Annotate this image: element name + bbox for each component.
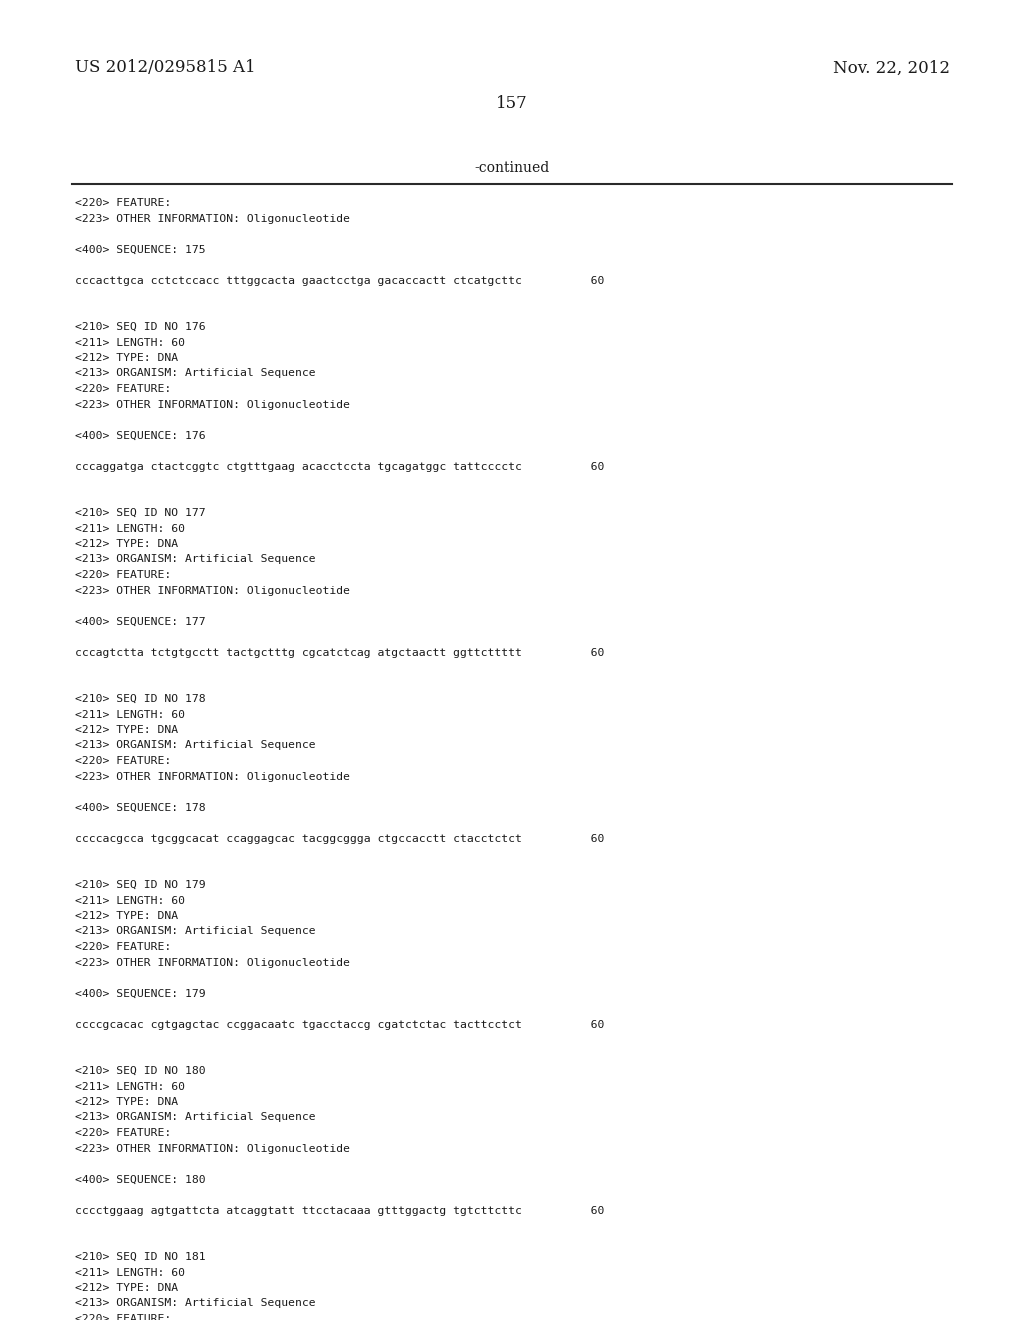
Text: <210> SEQ ID NO 180: <210> SEQ ID NO 180 xyxy=(75,1067,206,1076)
Text: ccccgcacac cgtgagctac ccggacaatc tgacctaccg cgatctctac tacttcctct          60: ccccgcacac cgtgagctac ccggacaatc tgaccta… xyxy=(75,1019,604,1030)
Text: <223> OTHER INFORMATION: Oligonucleotide: <223> OTHER INFORMATION: Oligonucleotide xyxy=(75,771,350,781)
Text: <213> ORGANISM: Artificial Sequence: <213> ORGANISM: Artificial Sequence xyxy=(75,368,315,379)
Text: <213> ORGANISM: Artificial Sequence: <213> ORGANISM: Artificial Sequence xyxy=(75,554,315,565)
Text: cccagtctta tctgtgcctt tactgctttg cgcatctcag atgctaactt ggttcttttt          60: cccagtctta tctgtgcctt tactgctttg cgcatct… xyxy=(75,648,604,657)
Text: cccacttgca cctctccacc tttggcacta gaactcctga gacaccactt ctcatgcttc          60: cccacttgca cctctccacc tttggcacta gaactcc… xyxy=(75,276,604,285)
Text: <213> ORGANISM: Artificial Sequence: <213> ORGANISM: Artificial Sequence xyxy=(75,927,315,936)
Text: <211> LENGTH: 60: <211> LENGTH: 60 xyxy=(75,895,185,906)
Text: <400> SEQUENCE: 178: <400> SEQUENCE: 178 xyxy=(75,803,206,813)
Text: <211> LENGTH: 60: <211> LENGTH: 60 xyxy=(75,1267,185,1278)
Text: <400> SEQUENCE: 175: <400> SEQUENCE: 175 xyxy=(75,244,206,255)
Text: ccccacgcca tgcggcacat ccaggagcac tacggcggga ctgccacctt ctacctctct          60: ccccacgcca tgcggcacat ccaggagcac tacggcg… xyxy=(75,833,604,843)
Text: <220> FEATURE:: <220> FEATURE: xyxy=(75,1129,171,1138)
Text: <220> FEATURE:: <220> FEATURE: xyxy=(75,942,171,952)
Text: <223> OTHER INFORMATION: Oligonucleotide: <223> OTHER INFORMATION: Oligonucleotide xyxy=(75,214,350,223)
Text: <211> LENGTH: 60: <211> LENGTH: 60 xyxy=(75,338,185,347)
Text: <213> ORGANISM: Artificial Sequence: <213> ORGANISM: Artificial Sequence xyxy=(75,1113,315,1122)
Text: <211> LENGTH: 60: <211> LENGTH: 60 xyxy=(75,1081,185,1092)
Text: <212> TYPE: DNA: <212> TYPE: DNA xyxy=(75,911,178,921)
Text: <211> LENGTH: 60: <211> LENGTH: 60 xyxy=(75,710,185,719)
Text: <220> FEATURE:: <220> FEATURE: xyxy=(75,198,171,209)
Text: 157: 157 xyxy=(496,95,528,111)
Text: <220> FEATURE:: <220> FEATURE: xyxy=(75,384,171,393)
Text: -continued: -continued xyxy=(474,161,550,176)
Text: <210> SEQ ID NO 177: <210> SEQ ID NO 177 xyxy=(75,508,206,517)
Text: <223> OTHER INFORMATION: Oligonucleotide: <223> OTHER INFORMATION: Oligonucleotide xyxy=(75,1143,350,1154)
Text: <400> SEQUENCE: 177: <400> SEQUENCE: 177 xyxy=(75,616,206,627)
Text: <400> SEQUENCE: 176: <400> SEQUENCE: 176 xyxy=(75,430,206,441)
Text: <212> TYPE: DNA: <212> TYPE: DNA xyxy=(75,352,178,363)
Text: <212> TYPE: DNA: <212> TYPE: DNA xyxy=(75,1097,178,1107)
Text: <400> SEQUENCE: 180: <400> SEQUENCE: 180 xyxy=(75,1175,206,1184)
Text: <213> ORGANISM: Artificial Sequence: <213> ORGANISM: Artificial Sequence xyxy=(75,741,315,751)
Text: US 2012/0295815 A1: US 2012/0295815 A1 xyxy=(75,59,256,77)
Text: Nov. 22, 2012: Nov. 22, 2012 xyxy=(833,59,950,77)
Text: <210> SEQ ID NO 181: <210> SEQ ID NO 181 xyxy=(75,1251,206,1262)
Text: <212> TYPE: DNA: <212> TYPE: DNA xyxy=(75,1283,178,1294)
Text: <223> OTHER INFORMATION: Oligonucleotide: <223> OTHER INFORMATION: Oligonucleotide xyxy=(75,957,350,968)
Text: <212> TYPE: DNA: <212> TYPE: DNA xyxy=(75,539,178,549)
Text: <210> SEQ ID NO 176: <210> SEQ ID NO 176 xyxy=(75,322,206,333)
Text: <223> OTHER INFORMATION: Oligonucleotide: <223> OTHER INFORMATION: Oligonucleotide xyxy=(75,586,350,595)
Text: cccaggatga ctactcggtc ctgtttgaag acacctccta tgcagatggc tattcccctc          60: cccaggatga ctactcggtc ctgtttgaag acacctc… xyxy=(75,462,604,471)
Text: <220> FEATURE:: <220> FEATURE: xyxy=(75,570,171,579)
Text: <223> OTHER INFORMATION: Oligonucleotide: <223> OTHER INFORMATION: Oligonucleotide xyxy=(75,400,350,409)
Text: <213> ORGANISM: Artificial Sequence: <213> ORGANISM: Artificial Sequence xyxy=(75,1299,315,1308)
Text: <210> SEQ ID NO 178: <210> SEQ ID NO 178 xyxy=(75,694,206,704)
Text: cccctggaag agtgattcta atcaggtatt ttcctacaaa gtttggactg tgtcttcttc          60: cccctggaag agtgattcta atcaggtatt ttcctac… xyxy=(75,1205,604,1216)
Text: <211> LENGTH: 60: <211> LENGTH: 60 xyxy=(75,524,185,533)
Text: <210> SEQ ID NO 179: <210> SEQ ID NO 179 xyxy=(75,880,206,890)
Text: <400> SEQUENCE: 179: <400> SEQUENCE: 179 xyxy=(75,989,206,998)
Text: <220> FEATURE:: <220> FEATURE: xyxy=(75,756,171,766)
Text: <212> TYPE: DNA: <212> TYPE: DNA xyxy=(75,725,178,735)
Text: <220> FEATURE:: <220> FEATURE: xyxy=(75,1313,171,1320)
